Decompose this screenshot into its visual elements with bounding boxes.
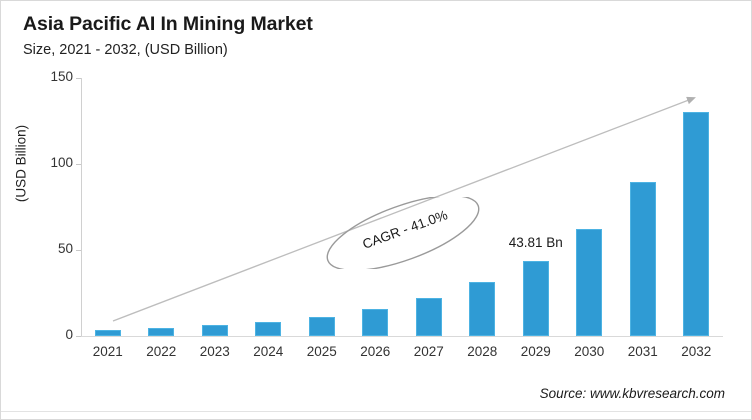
y-tick-label: 0 bbox=[65, 327, 73, 342]
cagr-callout: CAGR - 41.0% bbox=[317, 197, 489, 269]
y-tick-mark bbox=[76, 78, 81, 79]
bar-value-label-2029: 43.81 Bn bbox=[508, 234, 563, 250]
y-tick-mark bbox=[76, 250, 81, 251]
source-note: Source: www.kbvresearch.com bbox=[539, 386, 725, 401]
bar-2029[interactable] bbox=[522, 260, 549, 336]
x-tick-label-2024: 2024 bbox=[253, 344, 284, 359]
y-tick-label: 50 bbox=[57, 241, 73, 256]
x-tick-label-2031: 2031 bbox=[627, 344, 658, 359]
bar-2032[interactable] bbox=[683, 112, 710, 336]
x-tick-label-2026: 2026 bbox=[360, 344, 391, 359]
bar-2027[interactable] bbox=[415, 298, 442, 336]
y-tick-label: 150 bbox=[50, 69, 73, 84]
bar-2025[interactable] bbox=[308, 316, 335, 336]
x-tick-label-2032: 2032 bbox=[681, 344, 712, 359]
footer-divider bbox=[1, 411, 751, 412]
page-subtitle: Size, 2021 - 2032, (USD Billion) bbox=[23, 42, 228, 58]
y-axis-tick-labels: 0 50 100 150 bbox=[5, 1, 73, 419]
x-axis-line bbox=[81, 336, 723, 337]
x-tick-label-2021: 2021 bbox=[92, 344, 123, 359]
x-tick-label-2030: 2030 bbox=[574, 344, 605, 359]
bar-2031[interactable] bbox=[629, 182, 656, 336]
y-tick-mark bbox=[76, 336, 81, 337]
bar-2022[interactable] bbox=[148, 328, 175, 336]
x-tick-label-2022: 2022 bbox=[146, 344, 177, 359]
y-tick-mark bbox=[76, 164, 81, 165]
bar-2030[interactable] bbox=[576, 229, 603, 336]
page-title: Asia Pacific AI In Mining Market bbox=[23, 13, 313, 35]
y-tick-label: 100 bbox=[50, 155, 73, 170]
bar-2026[interactable] bbox=[362, 309, 389, 336]
x-tick-label-2028: 2028 bbox=[467, 344, 498, 359]
y-axis-line bbox=[81, 78, 82, 337]
bar-2023[interactable] bbox=[201, 325, 228, 336]
bar-2021[interactable] bbox=[94, 329, 121, 336]
bar-2028[interactable] bbox=[469, 282, 496, 336]
x-tick-label-2027: 2027 bbox=[413, 344, 444, 359]
x-tick-label-2025: 2025 bbox=[306, 344, 337, 359]
x-tick-label-2029: 2029 bbox=[520, 344, 551, 359]
bar-2024[interactable] bbox=[255, 321, 282, 336]
x-tick-label-2023: 2023 bbox=[199, 344, 230, 359]
ellipse-icon bbox=[326, 197, 480, 269]
